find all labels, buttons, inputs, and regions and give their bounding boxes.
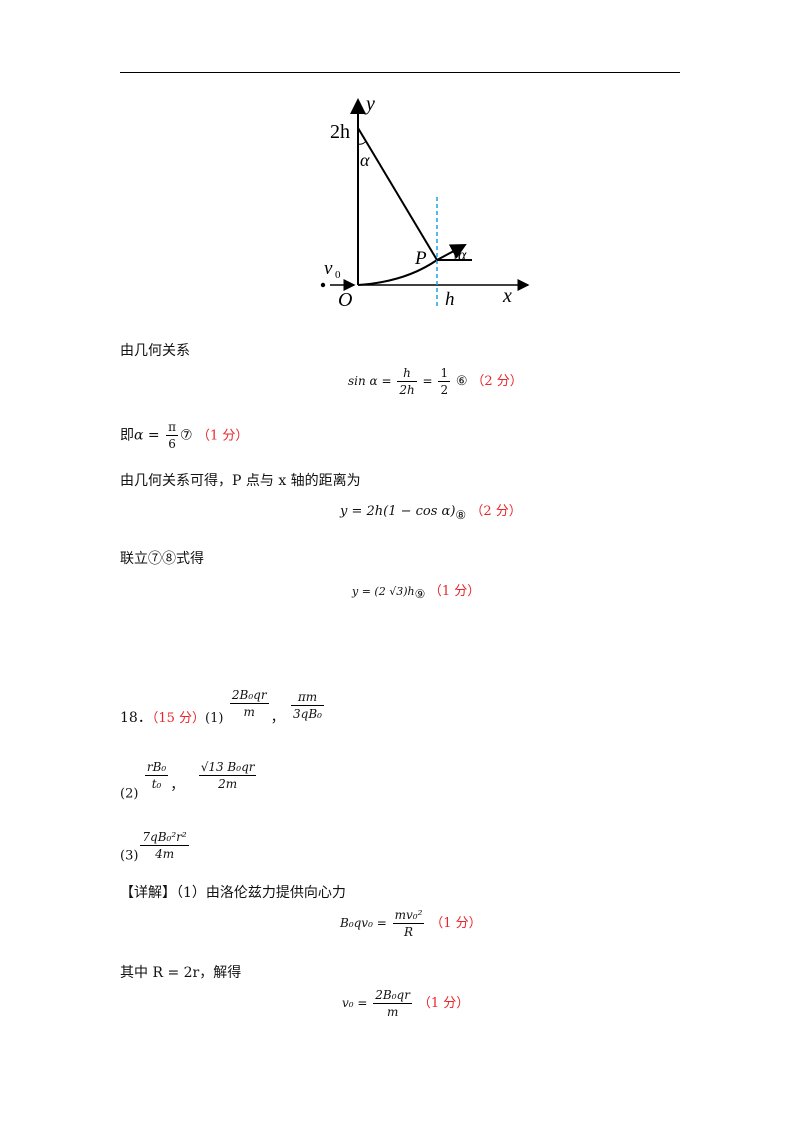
alpha-arc-p — [452, 251, 456, 261]
trajectory-arc — [357, 259, 438, 286]
slant-line — [357, 127, 438, 261]
eq1-mark: ⑥ — [455, 374, 468, 389]
label-y: y — [364, 93, 375, 115]
equation-y-distance: y = 2h(1 − cos α)⑧ （2 分） — [340, 504, 522, 522]
header-rule — [120, 72, 680, 73]
q18-part2: (2) rB₀ t₀， √13 B₀qr 2m — [120, 760, 257, 802]
particle-dot — [320, 282, 326, 288]
q18-detail: 【详解】（1）由洛伦兹力提供向心力 — [120, 885, 346, 901]
eq1-lhs: sin α = — [348, 374, 392, 388]
equation-lorentz: B₀qv₀ = mv₀² R （1 分） — [340, 908, 482, 939]
q18-p1-fraction-1: 2B₀qr m — [229, 688, 269, 719]
eq1-fraction-1: h 2h — [397, 366, 417, 397]
geometry-diagram: y 2h α P α v 0 O h x — [320, 93, 530, 311]
label-alpha-top: α — [360, 150, 370, 170]
equation-v0: v₀ = 2B₀qr m （1 分） — [342, 988, 470, 1019]
q18-score: （15 分） — [151, 711, 206, 726]
eq1-score: （2 分） — [471, 374, 523, 389]
label-h: h — [445, 289, 455, 310]
text-radius: 其中 R = 2r，解得 — [120, 965, 242, 981]
label-v0-sub: 0 — [335, 269, 341, 281]
q18-part3: (3) 7qB₀²r² 4m — [120, 830, 189, 864]
text-combine: 联立⑦⑧式得 — [120, 551, 204, 567]
q18-p3-fraction: 7qB₀²r² 4m — [140, 830, 189, 861]
label-alpha-right: α — [458, 247, 467, 264]
v0-fraction: 2B₀qr m — [373, 988, 412, 1019]
eq2-score: （1 分） — [197, 428, 249, 444]
label-o: O — [338, 289, 352, 311]
label-2h: 2h — [330, 121, 350, 143]
equation-y-result: y = (2 √3)h⑨ （1 分） — [352, 584, 481, 601]
q18-header: 18．（15 分）(1) 2B₀qr m， πm 3qB₀ — [120, 688, 324, 726]
label-x: x — [502, 285, 512, 307]
q18-p2-fraction-1: rB₀ t₀ — [144, 760, 169, 791]
label-p: P — [414, 248, 427, 269]
text-distance: 由几何关系可得，P 点与 x 轴的距离为 — [120, 473, 361, 489]
q18-p1-fraction-2: πm 3qB₀ — [291, 690, 324, 721]
eq3-score: （2 分） — [470, 504, 522, 519]
alpha-arc-top — [357, 140, 367, 145]
eq4-score: （1 分） — [428, 584, 481, 599]
label-v0: v — [324, 258, 333, 279]
eq5-score: （1 分） — [430, 916, 482, 931]
q18-p2-fraction-2: √13 B₀qr 2m — [198, 760, 257, 791]
eq6-score: （1 分） — [417, 996, 470, 1011]
velocity-arrow — [436, 244, 467, 261]
lorentz-fraction: mv₀² R — [392, 908, 425, 939]
text-geometry: 由几何关系 — [120, 343, 190, 359]
